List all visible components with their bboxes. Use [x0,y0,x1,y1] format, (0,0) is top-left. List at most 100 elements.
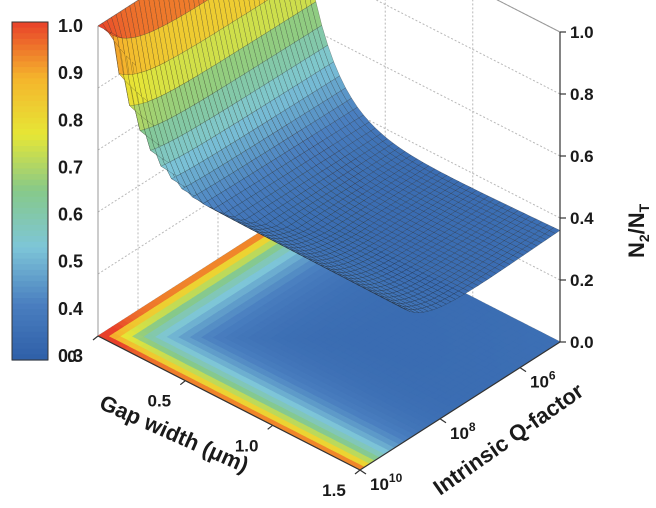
colorbar-strip [12,354,48,361]
colorbar-strip [12,55,48,63]
colorbar-tick-label: 1.0 [58,16,83,36]
colorbar-strip [12,202,48,209]
box-edge [496,0,561,33]
x-tick-label: 1.5 [322,481,346,500]
colorbar-strip [12,269,48,277]
colorbar-strip [12,27,48,34]
y-tick-mark [359,469,367,475]
colorbar-strip [12,83,48,91]
colorbar-strip [12,331,48,339]
colorbar-strip [12,33,48,40]
z-axis-label: N2/NT [624,203,652,258]
colorbar-strip [12,207,48,215]
colorbar-tick-label: 0.9 [58,63,83,83]
colorbar-strip [12,61,48,68]
colorbar-strip [12,50,48,57]
colorbar: 1.0 0.9 0.8 0.7 0.6 0.5 0.4 0.3 [11,16,83,366]
z-tick-label: 0.6 [570,147,594,166]
colorbar-tick-label: 0.7 [58,157,83,177]
y-axis-line [359,341,561,471]
colorbar-strip [12,292,48,299]
surface [97,0,561,313]
colorbar-strip [12,168,48,175]
colorbar-strip [12,196,48,203]
colorbar-strip [12,38,48,46]
colorbar-tick-label: 0.5 [58,252,83,272]
colorbar-tick-label: 0.8 [58,110,83,130]
colorbar-strip [12,326,48,333]
y-tick-label: 108 [450,420,476,443]
colorbar-strip [12,72,48,79]
y-tick-mark [519,367,527,373]
y-axis: 106 108 1010 [359,341,561,494]
colorbar-strip [12,95,48,102]
x-tick-label: 0 [67,347,76,366]
x-tick-mark [354,469,361,475]
colorbar-strip [12,112,48,119]
colorbar-strip [12,348,48,355]
colorbar-strip [12,281,48,288]
colorbar-strip [12,320,48,327]
colorbar-strip [12,145,48,153]
colorbar-strip [12,185,48,192]
colorbar-strip [12,129,48,136]
colorbar-strip [12,157,48,164]
z-tick-label: 1.0 [570,23,594,42]
colorbar-strip [12,67,48,74]
colorbar-strip [12,275,48,282]
x-axis-line [97,335,361,471]
z-tick-label: 0.0 [570,333,594,352]
colorbar-strip [12,117,48,124]
colorbar-strip [12,191,48,198]
grid-line [496,0,561,33]
colorbar-strip [12,174,48,181]
colorbar-strip [12,298,48,305]
colorbar-strip [12,230,48,237]
colorbar-strip [12,162,48,170]
colorbar-strip [12,236,48,243]
x-tick-mark [179,380,186,386]
y-tick-label: 1010 [370,471,403,494]
colorbar-strip [12,343,48,350]
x-tick-label: 1.0 [235,436,259,455]
colorbar-strip [12,303,48,310]
colorbar-strip [12,286,48,293]
colorbar-strip [12,134,48,141]
x-tick-mark [267,424,274,430]
colorbar-tick-label: 0.6 [58,205,83,225]
x-tick-mark [92,335,99,341]
colorbar-strip [12,89,48,96]
colorbar-strip [12,151,48,158]
z-axis: 0.0 0.2 0.4 0.6 0.8 1.0 [559,23,594,352]
colorbar-tick-label: 0.3 [58,346,83,366]
grid-line [375,0,561,95]
colorbar-gradient [12,22,48,361]
colorbar-strip [12,219,48,226]
z-tick-label: 0.8 [570,85,594,104]
z-tick-label: 0.2 [570,271,594,290]
colorbar-strip [12,264,48,271]
grid-line [297,21,561,157]
y-tick-label: 106 [530,369,556,392]
colorbar-strip [12,213,48,220]
colorbar-strip [12,252,48,260]
colorbar-strip [12,44,48,51]
colorbar-strip [12,106,48,113]
colorbar-strip [12,247,48,254]
x-axis: 0 0.5 1.0 1.5 [67,335,361,500]
y-tick-mark [439,418,447,424]
colorbar-tick-label: 0.4 [58,299,83,319]
z-tick-label: 0.4 [570,209,594,228]
colorbar-strip [12,258,48,265]
colorbar-strip [12,123,48,130]
x-tick-label: 0.5 [148,392,172,411]
colorbar-strip [12,100,48,108]
colorbar-strip [12,309,48,316]
colorbar-strip [12,314,48,322]
colorbar-strip [12,224,48,232]
colorbar-strip [12,78,48,85]
colorbar-strip [12,179,48,186]
colorbar-strip [12,337,48,344]
colorbar-frame [11,21,49,361]
